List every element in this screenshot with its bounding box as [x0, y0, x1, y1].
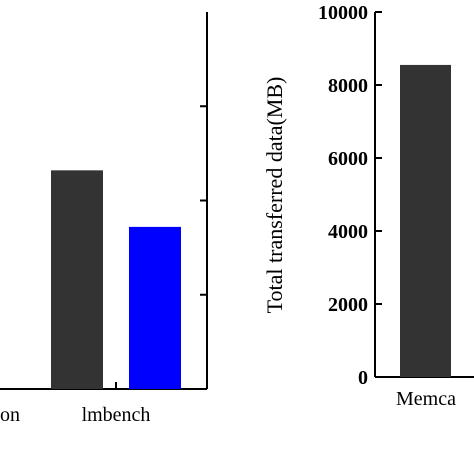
right-chart-y-ticks: 0 2000 4000 6000 8000 10000 [318, 2, 382, 389]
right-bar-Memca [400, 64, 451, 378]
right-chart-x-tick-label-0: Memca [396, 388, 456, 410]
left-chart-x-tick-label-1: lmbench [82, 404, 151, 426]
left-bar-lmbench-series-1 [129, 226, 181, 389]
right-chart: 0 2000 4000 6000 8000 10000 Total transferred… [262, 2, 474, 410]
right-y-tick-label-3: 6000 [328, 148, 368, 170]
right-chart-bars [400, 64, 451, 378]
right-y-tick-label-2: 4000 [328, 221, 368, 243]
left-chart-bars [51, 170, 181, 389]
right-y-tick-label-4: 8000 [328, 75, 368, 97]
left-chart: on lmbench [0, 12, 208, 426]
right-chart-y-axis-title: Total transferred data(MB) [262, 77, 287, 314]
left-bar-lmbench-series-0 [51, 170, 103, 389]
left-chart-right-ticks [200, 105, 207, 390]
right-y-tick-label-5: 10000 [318, 2, 368, 24]
right-y-tick-label-1: 2000 [328, 294, 368, 316]
right-y-tick-label-0: 0 [358, 367, 368, 389]
left-chart-x-tick-label-0: on [0, 404, 20, 426]
